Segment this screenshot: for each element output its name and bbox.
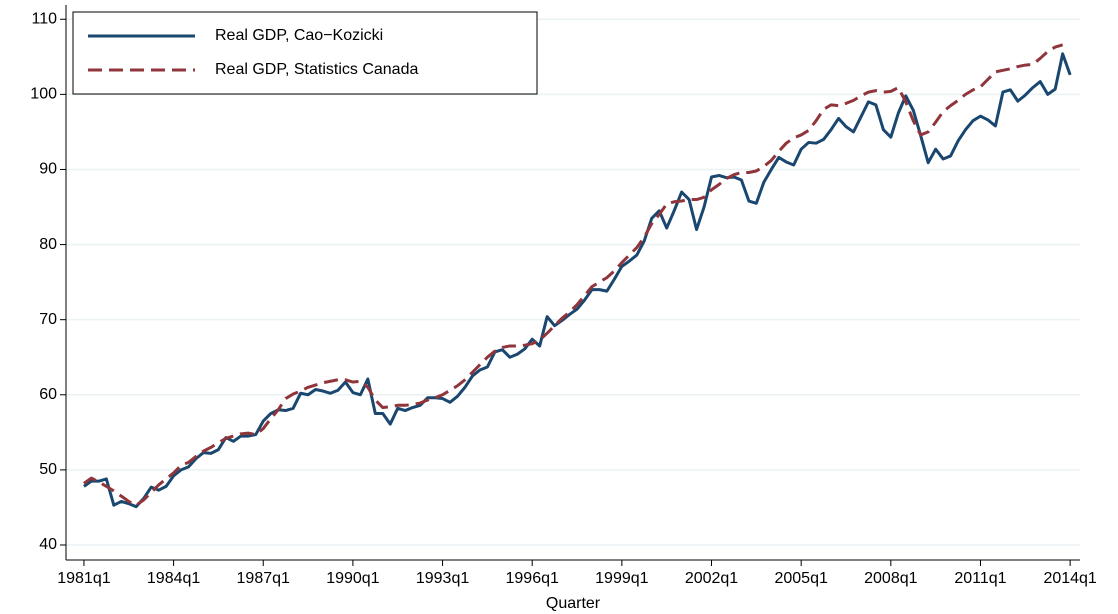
x-tick-label: 1981q1 [57, 570, 110, 587]
y-tick-label: 110 [31, 10, 57, 27]
x-tick-label: 2002q1 [685, 570, 738, 587]
y-tick-label: 90 [39, 161, 57, 178]
x-tick-label: 1984q1 [147, 570, 200, 587]
y-tick-label: 70 [39, 311, 57, 328]
x-tick-label: 2008q1 [864, 570, 917, 587]
x-tick-label: 1987q1 [237, 570, 290, 587]
x-tick-label: 1996q1 [506, 570, 559, 587]
y-tick-label: 60 [39, 386, 57, 403]
x-axis-title: Quarter [546, 595, 601, 612]
x-tick-label: 1993q1 [416, 570, 469, 587]
legend-box [72, 11, 538, 95]
y-tick-label: 40 [39, 536, 57, 553]
series-line [83, 43, 1064, 507]
x-tick-label: 2005q1 [774, 570, 827, 587]
y-tick-label: 100 [30, 86, 57, 103]
y-tick-label: 50 [39, 461, 57, 478]
x-tick-label: 1999q1 [595, 570, 648, 587]
x-tick-label: 2014q1 [1043, 570, 1096, 587]
series-line [83, 52, 1072, 509]
x-tick-label: 1990q1 [326, 570, 379, 587]
legend-label: Real GDP, Statistics Canada [215, 61, 418, 78]
y-tick-label: 80 [39, 236, 57, 253]
x-tick-label: 2011q1 [954, 570, 1006, 587]
legend-label: Real GDP, Cao−Kozicki [215, 27, 383, 44]
